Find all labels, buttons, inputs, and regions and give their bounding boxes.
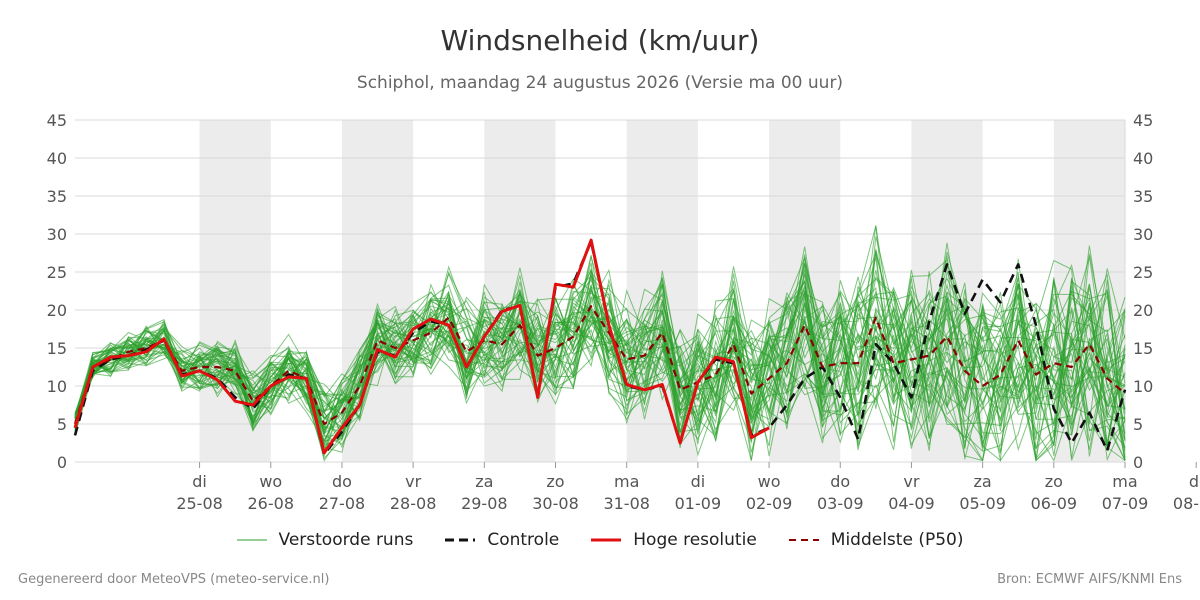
median-series-line — [73, 305, 1126, 426]
perturbed-run-line — [74, 251, 1126, 449]
x-tick-day: zo — [1045, 472, 1063, 491]
y-tick-label-right: 20 — [1133, 301, 1153, 320]
perturbed-run-line — [74, 225, 1126, 453]
x-tick-day: ma — [614, 472, 639, 491]
x-tick-day: za — [475, 472, 493, 491]
control-series-line — [73, 240, 1127, 456]
legend-label-perturbed: Verstoorde runs — [278, 530, 414, 550]
legend-swatch-control — [445, 538, 476, 542]
x-tick-day: do — [332, 472, 352, 491]
legend-label-highres: Hoge resolutie — [633, 530, 757, 550]
y-tick-label-left: 10 — [47, 377, 67, 396]
y-tick-label-left: 30 — [47, 225, 67, 244]
x-tick-day: za — [974, 472, 992, 491]
x-tick-date: 31-08 — [603, 494, 650, 513]
y-tick-label-right: 25 — [1133, 263, 1153, 282]
legend: Verstoorde runs Controle Hoge resolutie … — [0, 530, 1200, 550]
x-tick-date: 30-08 — [532, 494, 579, 513]
perturbed-run-line — [74, 271, 1126, 461]
legend-swatch-perturbed — [236, 539, 267, 541]
x-tick-day: vr — [405, 472, 421, 491]
highres-series-line — [73, 238, 770, 455]
y-tick-label-right: 15 — [1133, 339, 1153, 358]
y-tick-label-right: 45 — [1133, 111, 1153, 130]
y-tick-label-right: 40 — [1133, 149, 1153, 168]
y-tick-label-left: 0 — [57, 453, 67, 472]
x-tick-date: 25-08 — [176, 494, 223, 513]
x-tick-date: 01-09 — [675, 494, 722, 513]
x-axis: di 25-08 wo 26-08 do 27-08 vr 28-08 za 29-08 zo 30-… — [176, 462, 1200, 513]
x-tick-date: 02-09 — [746, 494, 793, 513]
x-tick-date: 04-09 — [888, 494, 935, 513]
y-tick-label-left: 25 — [47, 263, 67, 282]
y-tick-label-left: 20 — [47, 301, 67, 320]
perturbed-run-line — [74, 253, 1126, 462]
x-tick-day: di — [691, 472, 706, 491]
chart-subtitle: Schiphol, maandag 24 augustus 2026 (Vers… — [356, 73, 844, 93]
x-tick-day: wo — [758, 472, 781, 491]
y-axis-right: 0 5 10 15 20 25 30 35 40 45 — [1133, 111, 1153, 472]
x-tick-date: 03-09 — [817, 494, 864, 513]
perturbed-run-line — [74, 258, 1126, 462]
y-tick-label-right: 10 — [1133, 377, 1153, 396]
main-series — [73, 238, 1127, 456]
x-tick-date: 06-09 — [1031, 494, 1078, 513]
x-tick-day: ma — [1112, 472, 1137, 491]
y-tick-label-left: 40 — [47, 149, 67, 168]
x-tick-date: 27-08 — [319, 494, 366, 513]
y-tick-label-right: 5 — [1133, 415, 1143, 434]
y-tick-label-left: 5 — [57, 415, 67, 434]
legend-item-median[interactable]: Middelste (P50) — [788, 530, 964, 550]
y-tick-label-left: 15 — [47, 339, 67, 358]
perturbed-run-line — [74, 255, 1126, 430]
x-tick-date: 26-08 — [248, 494, 295, 513]
x-tick-date: 08-09 — [1173, 494, 1200, 513]
legend-label-median: Middelste (P50) — [830, 530, 964, 550]
legend-swatch-highres — [591, 538, 622, 542]
x-tick-day: vr — [903, 472, 919, 491]
x-tick-date: 05-09 — [959, 494, 1006, 513]
x-tick-day: do — [830, 472, 850, 491]
y-tick-label-right: 0 — [1133, 453, 1143, 472]
x-tick-day: di — [1189, 472, 1200, 491]
y-axis-left: 0 5 10 15 20 25 30 35 40 45 — [47, 111, 67, 472]
shaded-band — [911, 120, 983, 462]
x-tick-day: wo — [259, 472, 282, 491]
x-tick-date: 28-08 — [390, 494, 437, 513]
legend-item-highres[interactable]: Hoge resolutie — [591, 530, 757, 550]
x-tick-date: 29-08 — [461, 494, 508, 513]
chart-title: Windsnelheid (km/uur) — [440, 24, 760, 57]
legend-label-control: Controle — [487, 530, 560, 550]
x-tick-day: di — [192, 472, 207, 491]
footer-credit: Gegenereerd door MeteoVPS (meteo-service… — [18, 572, 330, 587]
legend-item-perturbed[interactable]: Verstoorde runs — [236, 530, 414, 550]
footer-source: Bron: ECMWF AIFS/KNMI Ens — [997, 572, 1182, 587]
legend-item-control[interactable]: Controle — [445, 530, 559, 550]
y-tick-label-right: 35 — [1133, 187, 1153, 206]
perturbed-run-line — [74, 268, 1126, 458]
y-tick-label-left: 35 — [47, 187, 67, 206]
x-tick-date: 07-09 — [1102, 494, 1149, 513]
perturbed-runs — [74, 225, 1126, 463]
y-tick-label-left: 45 — [47, 111, 67, 130]
legend-swatch-median — [788, 539, 819, 541]
y-tick-label-right: 30 — [1133, 225, 1153, 244]
x-tick-day: zo — [546, 472, 564, 491]
